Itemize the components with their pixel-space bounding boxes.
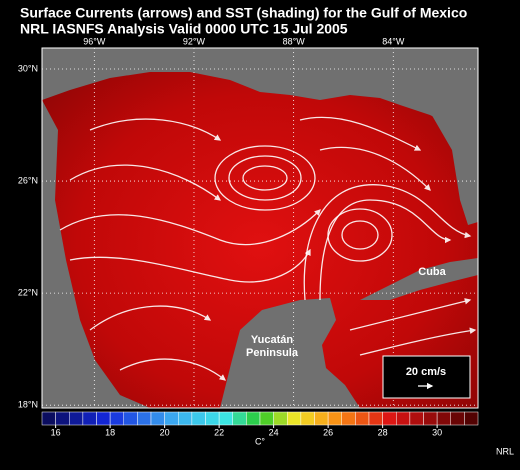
colorbar-cell — [327, 411, 342, 426]
land — [220, 298, 360, 408]
colorbar-cell — [218, 411, 233, 426]
colorbar-cell — [259, 411, 274, 426]
map-frame — [41, 47, 479, 409]
colorbar-cell — [109, 411, 124, 426]
lat-label: 30°N — [18, 63, 38, 73]
colorbar-cell — [355, 411, 370, 426]
land — [360, 258, 478, 300]
colorbar-label: 24 — [269, 427, 279, 437]
colorbar-label: 20 — [160, 427, 170, 437]
colorbar-label: 22 — [214, 427, 224, 437]
credit: NRL — [496, 446, 514, 456]
place-label: Peninsula — [246, 347, 299, 359]
colorbar-cell — [69, 411, 84, 426]
place-label: Yucatán — [251, 334, 293, 346]
colorbar-cell — [396, 411, 411, 426]
colorbar-cell — [409, 411, 424, 426]
colorbar-cell — [55, 411, 70, 426]
colorbar-cell — [464, 411, 479, 426]
colorbar-label: 28 — [378, 427, 388, 437]
colorbar-cell — [96, 411, 111, 426]
colorbar-cell — [246, 411, 261, 426]
colorbar-cell — [164, 411, 179, 426]
subtitle: NRL IASNFS Analysis Valid 0000 UTC 15 Ju… — [20, 21, 348, 37]
lat-label: 22°N — [18, 288, 38, 298]
colorbar-cell — [191, 411, 206, 426]
colorbar-cell — [450, 411, 465, 426]
colorbar-cell — [273, 411, 288, 426]
colorbar-cell — [82, 411, 97, 426]
colorbar-cell — [232, 411, 247, 426]
map-area: Cuba Yucatán Peninsula 20 cm/s — [42, 48, 478, 408]
lon-label: 84°W — [382, 36, 405, 46]
lon-label: 92°W — [183, 36, 206, 46]
colorbar-cell — [41, 411, 56, 426]
colorbar-label: 16 — [51, 427, 61, 437]
colorbar-cell — [137, 411, 152, 426]
land — [42, 100, 150, 408]
colorbar-cell — [423, 411, 438, 426]
colorbar-cell — [341, 411, 356, 426]
colorbar-label: 30 — [432, 427, 442, 437]
colorbar-cell — [287, 411, 302, 426]
current-streamlines — [59, 116, 477, 381]
colorbar-cell — [178, 411, 193, 426]
colorbar-cell — [205, 411, 220, 426]
lat-label: 18°N — [18, 400, 38, 410]
colorbar-cell — [368, 411, 383, 426]
lat-label: 26°N — [18, 175, 38, 185]
colorbar-cell — [123, 411, 138, 426]
colorbar-cell — [382, 411, 397, 426]
lon-label: 96°W — [83, 36, 106, 46]
scale-label: 20 cm/s — [406, 366, 446, 378]
land — [430, 110, 478, 225]
place-label: Cuba — [418, 266, 446, 278]
colorbar-label: 26 — [323, 427, 333, 437]
colorbar-cell — [300, 411, 315, 426]
graticule — [42, 48, 478, 408]
title: Surface Currents (arrows) and SST (shadi… — [20, 5, 467, 21]
colorbar: 16 18 20 22 24 26 28 30 — [41, 411, 479, 437]
land — [42, 48, 478, 180]
scale-box — [382, 355, 471, 399]
colorbar-unit: C° — [255, 436, 265, 446]
colorbar-cell — [314, 411, 329, 426]
colorbar-cell — [436, 411, 451, 426]
lon-label: 88°W — [283, 36, 306, 46]
colorbar-cell — [150, 411, 165, 426]
colorbar-label: 18 — [105, 427, 115, 437]
